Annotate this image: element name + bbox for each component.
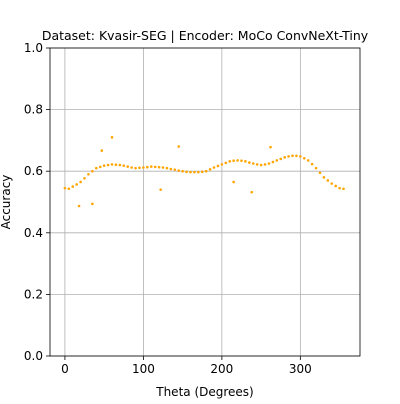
point (248, 161, 251, 164)
plot-frame (49, 47, 361, 357)
point (83, 176, 86, 180)
point (330, 182, 334, 185)
x-tick-label: 100 (132, 362, 155, 376)
point (87, 172, 90, 176)
point (287, 155, 290, 158)
point (165, 166, 169, 170)
point (306, 159, 310, 162)
point (159, 188, 162, 191)
point (255, 163, 259, 166)
point (106, 163, 110, 167)
x-axis-label: Theta (Degrees) (155, 385, 253, 399)
point (63, 186, 67, 190)
point (100, 149, 104, 152)
point (291, 154, 294, 158)
point (295, 154, 298, 158)
point (342, 187, 345, 191)
chart-title: Dataset: Kvasir-SEG | Encoder: MoCo Conv… (42, 28, 369, 43)
point (110, 136, 114, 139)
point (67, 187, 71, 191)
point (146, 165, 149, 169)
point (177, 169, 181, 172)
point (71, 185, 75, 188)
point (267, 162, 271, 165)
point (216, 164, 220, 168)
point (189, 170, 192, 174)
point (208, 168, 212, 171)
point (142, 166, 145, 169)
point (334, 184, 337, 188)
point (157, 165, 161, 169)
point (263, 163, 267, 166)
point (236, 159, 239, 162)
x-tick-label: 200 (210, 362, 233, 376)
point (244, 160, 247, 163)
point (91, 169, 94, 173)
point (232, 180, 235, 184)
point (126, 165, 129, 168)
point (299, 155, 302, 158)
point (240, 159, 243, 163)
point (79, 180, 82, 184)
point (98, 165, 102, 169)
point (122, 164, 126, 167)
point (259, 163, 263, 167)
point (169, 167, 173, 171)
x-tick-label: 300 (289, 362, 312, 376)
point (251, 162, 255, 165)
point (181, 169, 184, 173)
point (322, 176, 326, 179)
point (193, 170, 196, 174)
point (153, 165, 157, 169)
point (75, 183, 78, 186)
point (250, 190, 253, 194)
point (134, 166, 137, 170)
point (161, 166, 165, 169)
point (232, 159, 235, 163)
point (275, 159, 279, 162)
point (130, 166, 133, 169)
point (102, 164, 106, 167)
point (149, 165, 153, 168)
point (204, 169, 208, 173)
point (185, 170, 188, 174)
point (310, 162, 314, 166)
point (114, 163, 118, 167)
point (318, 171, 322, 175)
point (326, 179, 330, 182)
point (138, 166, 141, 170)
point (283, 156, 286, 159)
point (91, 202, 94, 206)
point (224, 161, 228, 165)
y-tick-label: 1.0 (24, 41, 43, 55)
point (110, 163, 114, 166)
point (118, 163, 122, 167)
point (314, 166, 318, 170)
point (212, 166, 216, 169)
point (220, 163, 224, 166)
point (302, 156, 306, 160)
x-tick-label: 0 (61, 362, 69, 376)
point (279, 157, 283, 161)
y-tick-label: 0.0 (24, 349, 43, 363)
point (77, 204, 81, 208)
point (228, 160, 232, 163)
y-tick-label: 0.4 (24, 226, 43, 240)
point (177, 145, 181, 148)
point (200, 170, 204, 174)
point (197, 170, 200, 174)
y-tick-label: 0.8 (24, 103, 43, 117)
y-tick-label: 0.6 (24, 164, 43, 178)
y-axis-label: Accuracy (0, 175, 13, 230)
point (95, 166, 98, 170)
point (173, 168, 177, 171)
point (338, 186, 341, 190)
y-tick-label: 0.2 (24, 287, 43, 301)
point (271, 160, 275, 164)
point (269, 145, 272, 149)
